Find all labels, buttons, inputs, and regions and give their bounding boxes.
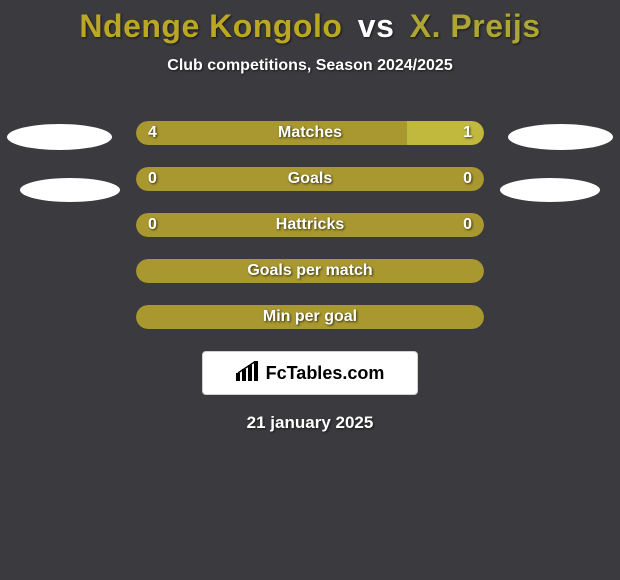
stat-label: Goals (288, 170, 332, 188)
stat-label: Goals per match (247, 262, 372, 280)
snapshot-date: 21 january 2025 (0, 413, 620, 433)
left-club-ellipse (20, 178, 120, 202)
stat-value-right: 1 (463, 124, 472, 142)
stat-row-matches: 4 1 Matches (136, 121, 484, 145)
subtitle: Club competitions, Season 2024/2025 (0, 57, 620, 75)
comparison-title: Ndenge Kongolo vs X. Preijs (0, 0, 620, 45)
left-club-ellipse (7, 124, 112, 150)
stat-bar-left (136, 167, 310, 191)
stat-value-right: 0 (463, 170, 472, 188)
stat-label: Hattricks (276, 216, 344, 234)
stat-row-min-per-goal: Min per goal (136, 305, 484, 329)
stat-row-hattricks: 0 0 Hattricks (136, 213, 484, 237)
stat-value-left: 4 (148, 124, 157, 142)
stat-value-right: 0 (463, 216, 472, 234)
stat-bar-right (310, 167, 484, 191)
player1-name: Ndenge Kongolo (79, 8, 342, 44)
right-club-ellipse (500, 178, 600, 202)
stat-label: Min per goal (263, 308, 357, 326)
stat-row-goals: 0 0 Goals (136, 167, 484, 191)
stat-bar-left (136, 121, 407, 145)
player2-name: X. Preijs (410, 8, 541, 44)
stat-label: Matches (278, 124, 342, 142)
versus-label: vs (358, 8, 395, 44)
branding-badge: FcTables.com (202, 351, 418, 395)
right-club-ellipse (508, 124, 613, 150)
stat-value-left: 0 (148, 170, 157, 188)
stats-container: 4 1 Matches 0 0 Goals 0 0 Hattricks Goals per mat… (0, 121, 620, 329)
branding-text: FcTables.com (266, 363, 385, 384)
bar-chart-icon (236, 361, 260, 386)
stat-value-left: 0 (148, 216, 157, 234)
stat-row-goals-per-match: Goals per match (136, 259, 484, 283)
stat-bar-right (407, 121, 484, 145)
